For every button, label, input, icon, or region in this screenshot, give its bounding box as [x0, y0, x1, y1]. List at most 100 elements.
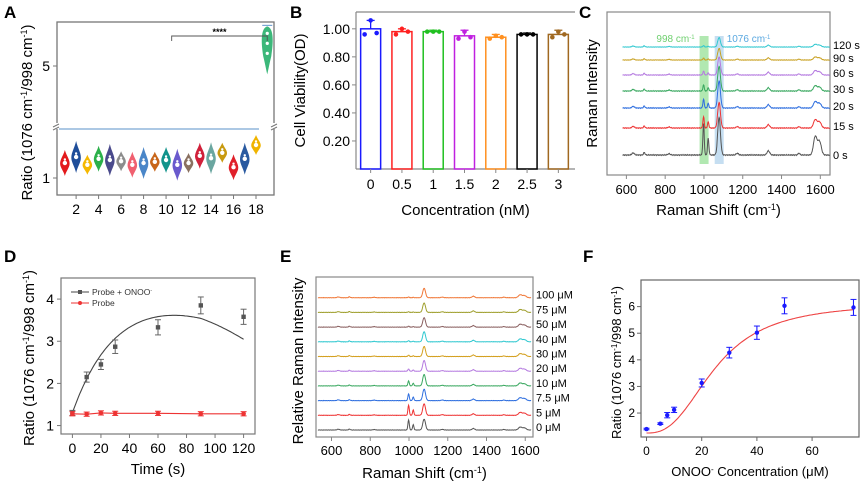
data-point — [108, 155, 112, 158]
panel-label-c: C — [579, 3, 591, 22]
x-axis-label: Concentration (nM) — [401, 202, 529, 219]
data-point — [518, 32, 524, 37]
y-axis-label-part: Ratio (1076 cm — [609, 351, 624, 439]
series-label: 40 μM — [536, 334, 567, 346]
y-axis-label: Raman Intensity — [584, 39, 601, 148]
data-point — [399, 26, 405, 32]
y-axis-label-part: /998 cm — [21, 283, 38, 336]
y-tick-label: 0.80 — [323, 49, 350, 65]
data-point — [74, 152, 78, 155]
data-point — [187, 158, 190, 161]
y-axis-label-part: ) — [609, 286, 624, 290]
median-point — [186, 160, 191, 166]
spectrum-line — [317, 345, 532, 358]
data-point — [131, 160, 134, 163]
data-point — [221, 148, 224, 151]
data-point — [658, 421, 663, 426]
x-tick-label: 1200 — [433, 443, 462, 458]
axis-break-mask — [54, 123, 60, 129]
series-label: 100 μM — [536, 290, 573, 302]
series-label: 5 μM — [536, 407, 561, 419]
series-label: 75 μM — [536, 304, 567, 316]
y-axis-label-part: Ratio (1076 cm — [21, 344, 38, 446]
data-point — [209, 153, 213, 156]
data-point — [368, 18, 373, 23]
series-label: 20 μM — [536, 363, 567, 375]
y-axis-label-part: -1 — [19, 91, 29, 99]
data-point — [232, 162, 235, 165]
data-point — [164, 155, 168, 158]
data-point — [265, 51, 269, 56]
x-tick-label: 3 — [554, 176, 562, 192]
x-axis-label: ONOO- Concentration (μM) — [671, 464, 829, 479]
x-tick-label: 2 — [72, 201, 80, 217]
series-label: 7.5 μM — [536, 393, 570, 405]
data-point — [456, 36, 461, 41]
x-tick-label: 16 — [226, 201, 242, 217]
plot-frame — [56, 21, 275, 196]
x-tick-label: 800 — [654, 182, 676, 197]
data-point — [142, 158, 145, 161]
y-tick-label: 5 — [628, 326, 635, 340]
median-point — [62, 160, 68, 166]
x-tick-label: 1 — [429, 176, 437, 192]
x-axis-label-part: ) — [482, 465, 487, 482]
data-point — [155, 411, 161, 416]
x-tick-label: 100 — [203, 440, 227, 456]
data-point — [98, 410, 104, 416]
series-label: 30 s — [833, 84, 854, 96]
x-tick-label: 60 — [150, 440, 166, 456]
data-point — [424, 29, 430, 34]
spectrum-line — [622, 101, 830, 130]
x-tick-label: 1.5 — [455, 176, 475, 192]
median-point — [231, 165, 236, 170]
spectrum-line — [317, 388, 532, 402]
y-axis-label-part: -1 — [21, 275, 31, 283]
data-point — [665, 412, 670, 418]
data-point — [243, 154, 246, 157]
x-axis-label: Raman Shift (cm-1) — [656, 202, 781, 219]
data-point — [84, 411, 89, 417]
x-tick-label: 18 — [248, 201, 264, 217]
y-tick-label: 0.20 — [323, 133, 350, 149]
data-point — [374, 30, 379, 36]
data-point — [782, 303, 787, 309]
data-point — [699, 380, 704, 386]
data-point — [153, 157, 157, 160]
x-tick-label: 1600 — [511, 443, 540, 458]
plot-frame — [315, 276, 534, 438]
bar — [422, 30, 444, 170]
panel-label-b: B — [290, 3, 302, 22]
data-point — [671, 407, 677, 413]
y-axis-label-part: Ratio (1076 cm — [19, 99, 36, 201]
y-tick-label: 1 — [42, 170, 50, 186]
significance-label: **** — [212, 27, 227, 37]
panel-label-f: F — [583, 247, 593, 266]
y-axis-label-part: -1 — [21, 336, 31, 344]
x-tick-label: 1200 — [728, 182, 757, 197]
data-point — [487, 36, 493, 41]
series-label: 20 s — [833, 101, 854, 113]
highlight-label-part: 1076 cm — [727, 34, 765, 45]
data-point — [112, 411, 118, 416]
y-axis-label-part: -1 — [610, 343, 619, 351]
median-point — [85, 162, 90, 167]
y-tick-label: 4 — [628, 353, 635, 367]
panel-label-d: D — [4, 247, 16, 266]
y-axis-label: Relative Raman Intensity — [290, 277, 307, 444]
series-label: 90 s — [833, 53, 854, 65]
data-point — [84, 374, 89, 380]
x-tick-label: 0 — [69, 440, 77, 456]
x-axis-label: Raman Shift (cm-1) — [362, 465, 487, 482]
x-axis-label-part: - — [711, 465, 714, 474]
x-tick-label: 60 — [805, 444, 819, 458]
series-label: 0 s — [833, 150, 848, 162]
data-point — [405, 29, 411, 34]
data-point — [198, 411, 204, 417]
legend-marker — [78, 301, 82, 305]
data-point — [851, 305, 856, 310]
y-axis-label: Ratio (1076 cm-1/998 cm-1) — [21, 270, 38, 446]
y-axis-label: Ratio (1076 cm-1/998 cm-1) — [609, 286, 624, 439]
plot-frame — [640, 279, 860, 438]
data-point — [98, 362, 104, 367]
